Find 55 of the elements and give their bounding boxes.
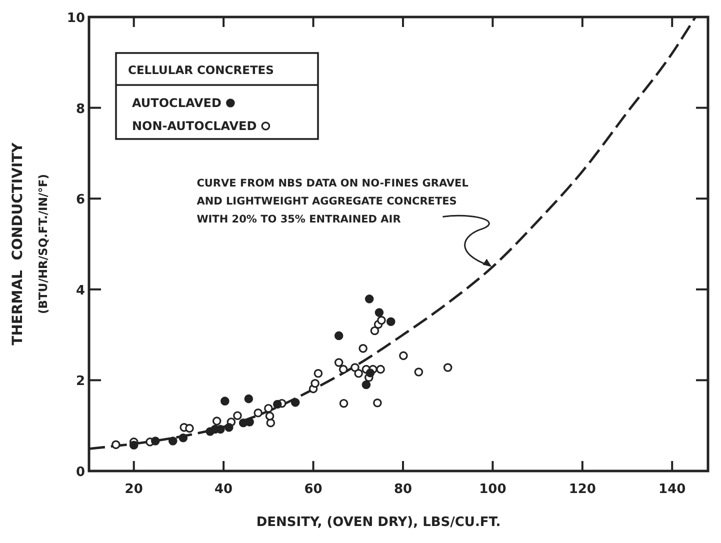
legend-label: AUTOCLAVED [132, 96, 222, 110]
y-tick-label: 10 [66, 11, 85, 26]
point [254, 408, 263, 418]
point [178, 433, 188, 442]
annotation: CURVE FROM NBS DATA ON NO-FINES GRAVEL AND LIGHTWEIGHT AGGREGATE CONCRETES WITH 20% TO 35% ENTRAINED AIR [196, 178, 469, 226]
point [370, 326, 380, 336]
y-tick-label: 8 [76, 102, 85, 117]
point [414, 368, 424, 376]
point [376, 364, 385, 374]
point [212, 416, 222, 426]
x-tick-label: 40 [214, 482, 233, 497]
point [373, 398, 382, 408]
y-tick-label: 4 [76, 283, 85, 298]
point [362, 380, 371, 390]
x-axis-title: DENSITY, (OVEN DRY), LBS/CU.FT. [256, 515, 501, 530]
point [310, 378, 320, 388]
point [364, 294, 374, 304]
x-tick-label: 60 [304, 482, 322, 497]
point [185, 424, 194, 433]
x-tick-label: 140 [658, 482, 686, 497]
legend-title: CELLULAR CONCRETES [128, 63, 274, 77]
point [366, 368, 375, 378]
point [150, 436, 160, 446]
x-tick-label: 80 [394, 482, 412, 497]
point [399, 351, 408, 360]
point [339, 398, 348, 408]
point [265, 412, 274, 420]
point [338, 364, 348, 374]
point [264, 404, 273, 413]
point [244, 394, 254, 404]
legend-label: NON-AUTOCLAVED [132, 119, 257, 133]
point [224, 423, 234, 432]
point [314, 368, 323, 378]
x-tick-label: 100 [479, 482, 506, 497]
x-tick-label: 120 [568, 482, 596, 497]
point [233, 411, 242, 420]
y-tick-label: 0 [76, 465, 85, 480]
point [443, 363, 452, 372]
point [334, 331, 344, 340]
y-tick-label: 2 [76, 374, 85, 390]
y-axis-title: THERMAL CONDUCTIVITY (BTU/HR/SQ.FT./IN/°F) [10, 142, 50, 346]
point [290, 398, 300, 407]
x-tick-label: 20 [124, 482, 143, 497]
point [112, 440, 120, 450]
point [272, 400, 282, 409]
point [220, 396, 230, 406]
point [374, 308, 384, 317]
point [129, 440, 138, 450]
point [168, 436, 178, 446]
point [354, 368, 363, 378]
point [334, 358, 344, 367]
point [386, 317, 396, 326]
point [358, 344, 368, 353]
y-tick-label: 6 [76, 192, 85, 208]
point [377, 316, 386, 325]
